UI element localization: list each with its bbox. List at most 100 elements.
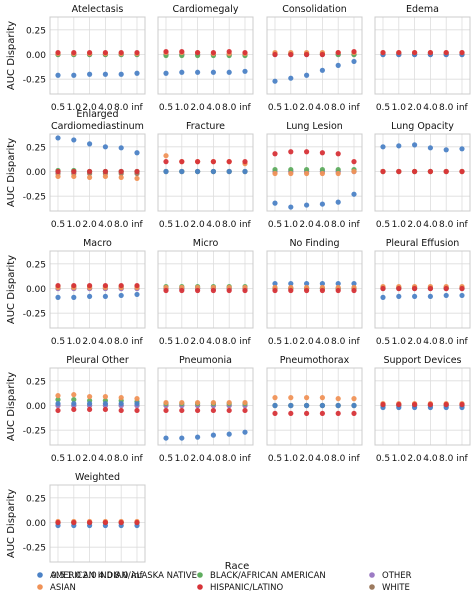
data-point	[163, 407, 169, 414]
legend-marker	[37, 572, 43, 578]
data-point	[134, 282, 140, 289]
x-tick-label: 2.0	[190, 103, 205, 113]
x-tick-label: 1.0	[67, 454, 82, 464]
x-tick-label: inf	[348, 220, 360, 230]
x-tick-label: 8.0	[331, 337, 346, 347]
x-tick-label: inf	[239, 337, 251, 347]
data-point	[242, 407, 248, 414]
data-point	[226, 407, 232, 414]
data-point	[55, 135, 61, 141]
data-point	[335, 396, 341, 402]
x-tick-label: 1.0	[284, 220, 299, 230]
data-point	[195, 69, 201, 75]
x-tick-label: inf	[131, 220, 143, 230]
x-tick-label: 1.0	[392, 454, 407, 464]
x-tick-label: 8.0	[439, 337, 454, 347]
data-point	[102, 173, 108, 180]
panel-title: Pleural Other	[66, 355, 129, 366]
data-point	[118, 282, 124, 289]
data-point	[134, 175, 140, 182]
data-point	[102, 49, 108, 56]
panel-frame	[374, 133, 471, 212]
x-tick-label: 4.0	[423, 220, 438, 230]
x-tick-label: inf	[348, 454, 360, 464]
data-point	[304, 410, 310, 417]
x-tick-label: 0.5	[159, 337, 173, 347]
data-point	[272, 410, 278, 417]
x-tick-label: 2.0	[407, 103, 422, 113]
data-point	[412, 285, 418, 292]
data-point	[71, 392, 77, 398]
data-point	[319, 410, 325, 417]
x-tick-label: 4.0	[315, 103, 330, 113]
data-point	[134, 168, 140, 175]
data-point	[319, 287, 325, 294]
data-point	[163, 435, 169, 441]
legend-marker	[37, 584, 43, 590]
panel-frame	[374, 250, 471, 329]
data-point	[351, 280, 357, 287]
data-point	[351, 410, 357, 417]
x-tick-label: 0.5	[376, 103, 390, 113]
data-point	[304, 395, 310, 401]
data-point	[102, 394, 108, 400]
panel-frame	[49, 484, 146, 563]
data-point	[304, 51, 310, 58]
data-point	[288, 280, 294, 287]
data-point	[71, 49, 77, 56]
data-point	[412, 49, 418, 56]
data-point	[87, 406, 93, 413]
y-tick-label: 0.25	[26, 494, 46, 504]
x-tick-label: 2.0	[82, 103, 97, 113]
y-tick-label: -0.25	[23, 544, 46, 554]
x-tick-label: 1.0	[392, 337, 407, 347]
data-point	[71, 396, 77, 403]
x-tick-label: inf	[456, 220, 468, 230]
data-point	[380, 285, 386, 292]
legend-label: OTHER	[382, 571, 412, 581]
data-point	[102, 293, 108, 300]
panel-title: Consolidation	[282, 4, 347, 15]
x-tick-label: 4.0	[98, 571, 113, 581]
data-point	[55, 282, 61, 289]
data-point	[443, 147, 449, 153]
data-point	[443, 49, 449, 56]
data-point	[288, 287, 294, 294]
data-point	[380, 401, 386, 408]
data-point	[396, 168, 402, 175]
data-point	[304, 170, 310, 177]
data-point	[163, 159, 169, 165]
data-point	[163, 153, 169, 159]
x-tick-label: 0.5	[268, 337, 282, 347]
data-point	[335, 49, 341, 56]
data-point	[459, 168, 465, 175]
legend-marker	[369, 584, 375, 590]
x-tick-label: 0.5	[159, 454, 173, 464]
data-point	[226, 48, 232, 55]
data-point	[351, 287, 357, 294]
y-tick-label: 0.00	[26, 285, 46, 295]
panel-frame	[49, 133, 146, 212]
x-tick-label: 0.5	[376, 337, 390, 347]
data-point	[179, 435, 185, 441]
y-tick-label: -0.25	[23, 76, 46, 86]
data-point	[118, 407, 124, 414]
x-tick-label: 2.0	[190, 454, 205, 464]
data-point	[118, 168, 124, 175]
x-tick-label: 8.0	[439, 103, 454, 113]
x-tick-label: 2.0	[299, 454, 314, 464]
data-point	[335, 151, 341, 157]
x-tick-label: 4.0	[206, 220, 221, 230]
data-point	[87, 71, 93, 77]
x-tick-label: 8.0	[439, 220, 454, 230]
data-point	[351, 191, 357, 197]
x-tick-label: inf	[131, 454, 143, 464]
data-point	[304, 72, 310, 78]
data-point	[380, 168, 386, 175]
data-point	[242, 399, 248, 406]
x-tick-label: 2.0	[82, 571, 97, 581]
x-tick-label: inf	[131, 103, 143, 113]
data-point	[102, 400, 108, 407]
data-point	[87, 282, 93, 289]
data-point	[179, 407, 185, 414]
